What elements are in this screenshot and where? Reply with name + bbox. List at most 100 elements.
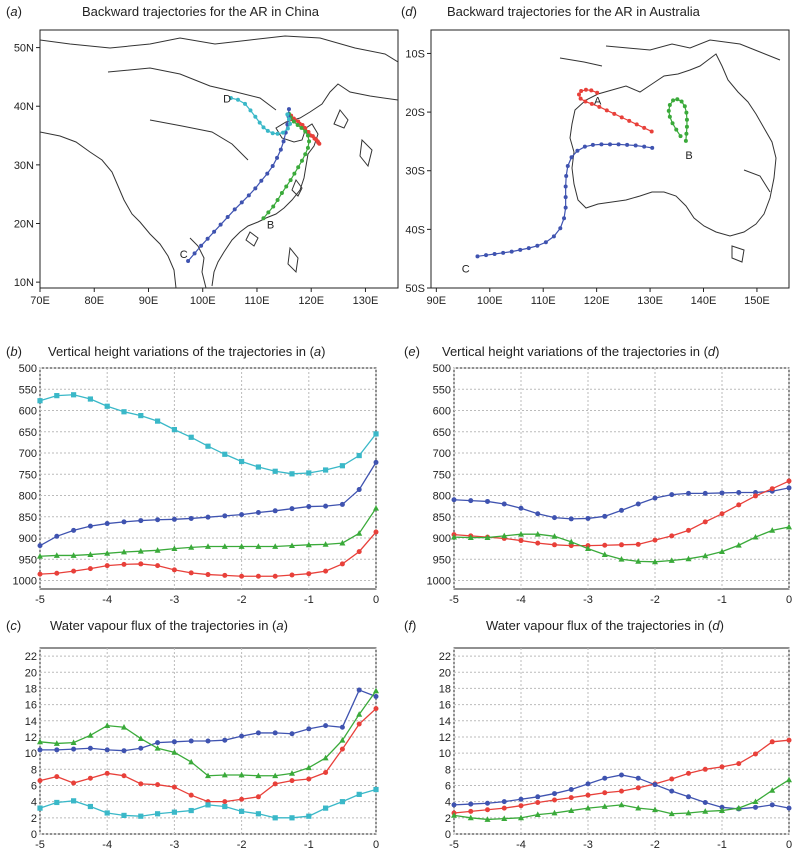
trajectory-point bbox=[679, 99, 684, 104]
data-point bbox=[155, 782, 161, 788]
data-point bbox=[138, 745, 144, 751]
data-point bbox=[451, 812, 457, 818]
y-tick-label: 1000 bbox=[13, 576, 37, 588]
panel-f-title: Water vapour flux of the trajectories in… bbox=[486, 618, 713, 633]
x-tick-label: -4 bbox=[516, 594, 526, 606]
y-tick-label: 2 bbox=[31, 813, 37, 825]
data-point bbox=[289, 572, 295, 578]
data-point bbox=[137, 735, 144, 741]
data-point bbox=[736, 761, 742, 767]
y-tick-label: 12 bbox=[25, 732, 37, 744]
trajectory-point bbox=[633, 143, 638, 148]
data-point bbox=[138, 813, 144, 819]
x-tick-label: -1 bbox=[304, 594, 314, 606]
data-point bbox=[239, 573, 245, 579]
trajectory-point bbox=[305, 133, 310, 138]
data-point bbox=[635, 501, 641, 507]
trajectory-point bbox=[225, 215, 230, 220]
x-tick-label: 100E bbox=[477, 295, 503, 307]
data-point bbox=[272, 468, 278, 474]
data-point bbox=[356, 549, 362, 555]
trajectory-label: B bbox=[267, 220, 274, 232]
data-point bbox=[568, 807, 575, 813]
panel-b-letter: b bbox=[10, 344, 17, 359]
data-point bbox=[137, 547, 144, 554]
data-point bbox=[289, 506, 295, 512]
x-tick-label: 90E bbox=[139, 295, 159, 307]
data-point bbox=[551, 809, 558, 816]
data-point bbox=[652, 558, 658, 565]
y-tick-label: 500 bbox=[19, 363, 37, 375]
trajectory-point bbox=[625, 142, 630, 147]
trajectory-point bbox=[291, 119, 296, 124]
data-point bbox=[501, 501, 507, 507]
y-tick-label: 20S bbox=[405, 107, 425, 119]
data-point bbox=[518, 505, 524, 511]
trajectory-point bbox=[667, 103, 672, 108]
y-tick-label: 850 bbox=[19, 512, 37, 524]
coastline bbox=[40, 131, 177, 288]
data-point bbox=[323, 723, 329, 729]
data-point bbox=[786, 478, 792, 484]
data-point bbox=[222, 451, 228, 457]
y-tick-label: 50N bbox=[14, 43, 34, 55]
trajectory-point bbox=[265, 128, 270, 133]
data-point bbox=[585, 781, 591, 787]
panel-f-title-ref: d bbox=[712, 618, 720, 633]
trajectory-point bbox=[475, 254, 480, 259]
data-point bbox=[786, 805, 792, 811]
trajectory-point bbox=[650, 145, 655, 150]
trajectory-point bbox=[543, 240, 548, 245]
y-tick-label: 30S bbox=[405, 166, 425, 178]
data-point bbox=[686, 490, 691, 496]
svg-text:(b): (b) bbox=[6, 344, 22, 359]
trajectory-point bbox=[597, 104, 602, 109]
data-point bbox=[669, 492, 675, 498]
data-point bbox=[54, 533, 60, 539]
data-point bbox=[373, 529, 379, 535]
y-tick-label: 30N bbox=[14, 160, 34, 172]
trajectory-point bbox=[270, 164, 275, 169]
coastlines bbox=[40, 35, 398, 288]
data-point bbox=[534, 530, 541, 537]
y-tick-label: 22 bbox=[439, 651, 451, 663]
svg-text:Water vapour flux of the traje: Water vapour flux of the trajectories in… bbox=[486, 618, 724, 633]
y-tick-label: 10 bbox=[25, 748, 37, 760]
data-point bbox=[735, 542, 742, 548]
trajectory-point bbox=[678, 134, 683, 139]
data-point bbox=[735, 804, 742, 811]
panel-f-letter: f bbox=[408, 618, 413, 633]
data-point bbox=[339, 746, 345, 752]
y-tick-label: 16 bbox=[439, 700, 451, 712]
x-tick-label: 100E bbox=[190, 295, 216, 307]
trajectory-point bbox=[299, 158, 304, 163]
trajectory-point bbox=[307, 139, 312, 144]
data-point bbox=[652, 495, 658, 501]
data-point bbox=[702, 808, 709, 814]
data-point bbox=[635, 804, 642, 811]
x-tick-label: -1 bbox=[304, 839, 314, 849]
data-point bbox=[786, 485, 792, 491]
trajectory-point bbox=[595, 90, 600, 95]
y-tick-label: 750 bbox=[433, 469, 451, 481]
data-point bbox=[37, 571, 43, 577]
data-point bbox=[71, 392, 77, 398]
data-point bbox=[635, 775, 641, 781]
data-point bbox=[551, 533, 558, 539]
trajectory-point bbox=[627, 118, 632, 123]
data-point bbox=[188, 544, 195, 550]
coastline bbox=[291, 178, 303, 197]
trajectory-point bbox=[642, 125, 647, 130]
trajectory-point bbox=[683, 138, 688, 143]
trajectory-point bbox=[666, 108, 671, 113]
svg-text:Vertical height variations of: Vertical height variations of the trajec… bbox=[442, 344, 720, 359]
coastline bbox=[40, 35, 398, 63]
trajectory-point bbox=[286, 107, 291, 112]
coastline bbox=[189, 237, 207, 288]
data-point bbox=[188, 807, 194, 814]
trajectory-point bbox=[261, 125, 266, 130]
data-point bbox=[255, 573, 261, 579]
data-point bbox=[535, 794, 541, 800]
trajectory-point bbox=[205, 236, 210, 241]
y-tick-label: 0 bbox=[445, 829, 451, 841]
